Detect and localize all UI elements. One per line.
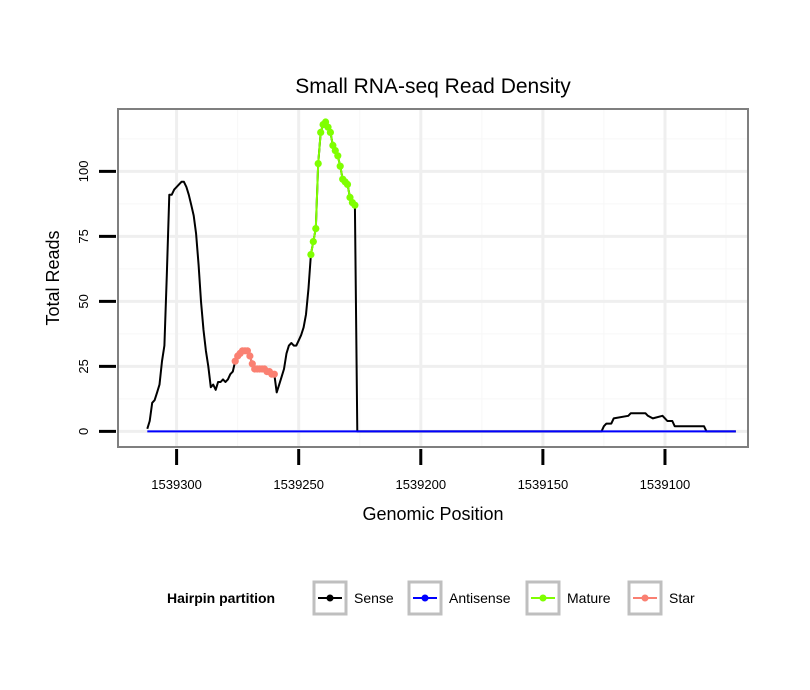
x-tick-label: 1539100: [640, 477, 691, 492]
data-point-mature: [343, 180, 352, 188]
x-axis-label: Genomic Position: [362, 504, 503, 524]
legend-label: Star: [669, 590, 695, 606]
grid-lines: [118, 109, 748, 447]
series-mature: [307, 118, 359, 259]
x-tick-label: 1539150: [518, 477, 569, 492]
series-layer: [146, 118, 736, 433]
legend-label: Antisense: [449, 590, 511, 606]
legend-key-marker: [641, 594, 649, 602]
legend-entry-antisense: Antisense: [407, 580, 511, 616]
data-point-star: [246, 352, 254, 360]
legend-label: Sense: [354, 590, 394, 606]
chart-title: Small RNA-seq Read Density: [295, 75, 571, 98]
legend-key-marker: [326, 594, 334, 602]
x-tick-label: 1539200: [395, 477, 446, 492]
data-point-mature: [312, 225, 320, 233]
data-point-mature: [336, 162, 344, 170]
y-tick-label: 25: [76, 359, 91, 373]
legend: Hairpin partition Sense Antisense Mature St…: [167, 580, 695, 616]
data-point-mature: [309, 238, 317, 246]
y-axis: 0 25 50 75 100: [76, 161, 116, 435]
y-axis-label: Total Reads: [43, 230, 63, 325]
legend-entry-star: Star: [627, 580, 695, 616]
y-tick-label: 75: [76, 229, 91, 243]
legend-key-marker: [421, 594, 429, 602]
data-point-mature: [326, 128, 334, 136]
legend-title: Hairpin partition: [167, 590, 275, 606]
legend-key-marker: [539, 594, 547, 602]
series-star: [231, 347, 278, 378]
data-point-mature: [307, 251, 315, 259]
data-point-mature: [314, 160, 322, 168]
panel-background: [118, 109, 748, 447]
legend-label: Mature: [567, 590, 611, 606]
y-tick-label: 0: [76, 428, 91, 435]
panel-border: [117, 108, 749, 448]
data-point-mature: [351, 201, 359, 209]
x-tick-label: 1539250: [273, 477, 324, 492]
data-point-mature: [317, 128, 325, 136]
y-tick-label: 50: [76, 294, 91, 308]
data-point-star: [270, 370, 278, 378]
data-point-mature: [334, 152, 342, 160]
y-tick-label: 100: [76, 161, 91, 183]
plot-panel: [117, 108, 749, 448]
x-tick-label: 1539300: [151, 477, 202, 492]
legend-entry-mature: Mature: [525, 580, 611, 616]
x-axis: 1539300 1539250 1539200 1539150 1539100: [151, 449, 690, 492]
legend-entry-sense: Sense: [312, 580, 394, 616]
